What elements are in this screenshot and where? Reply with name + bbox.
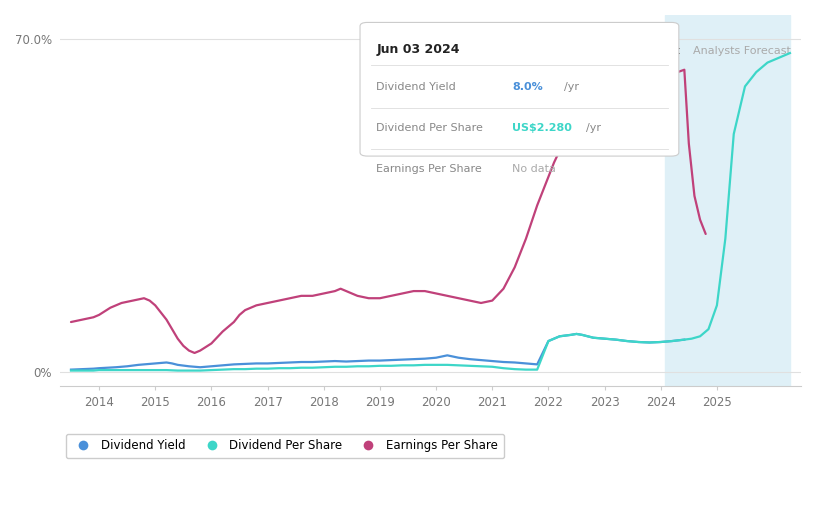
- Text: 8.0%: 8.0%: [512, 82, 543, 92]
- Text: Dividend Per Share: Dividend Per Share: [376, 123, 484, 133]
- Text: No data: No data: [512, 164, 556, 174]
- Text: Jun 03 2024: Jun 03 2024: [376, 43, 460, 56]
- Text: Dividend Yield: Dividend Yield: [376, 82, 456, 92]
- Text: /yr: /yr: [586, 123, 601, 133]
- FancyBboxPatch shape: [360, 22, 679, 156]
- Text: Past: Past: [658, 46, 681, 56]
- Bar: [665, 15, 790, 386]
- Text: Analysts Forecast: Analysts Forecast: [693, 46, 791, 56]
- Legend: Dividend Yield, Dividend Per Share, Earnings Per Share: Dividend Yield, Dividend Per Share, Earn…: [66, 433, 504, 458]
- Text: Earnings Per Share: Earnings Per Share: [376, 164, 482, 174]
- Text: /yr: /yr: [564, 82, 579, 92]
- Text: US$2.280: US$2.280: [512, 123, 572, 133]
